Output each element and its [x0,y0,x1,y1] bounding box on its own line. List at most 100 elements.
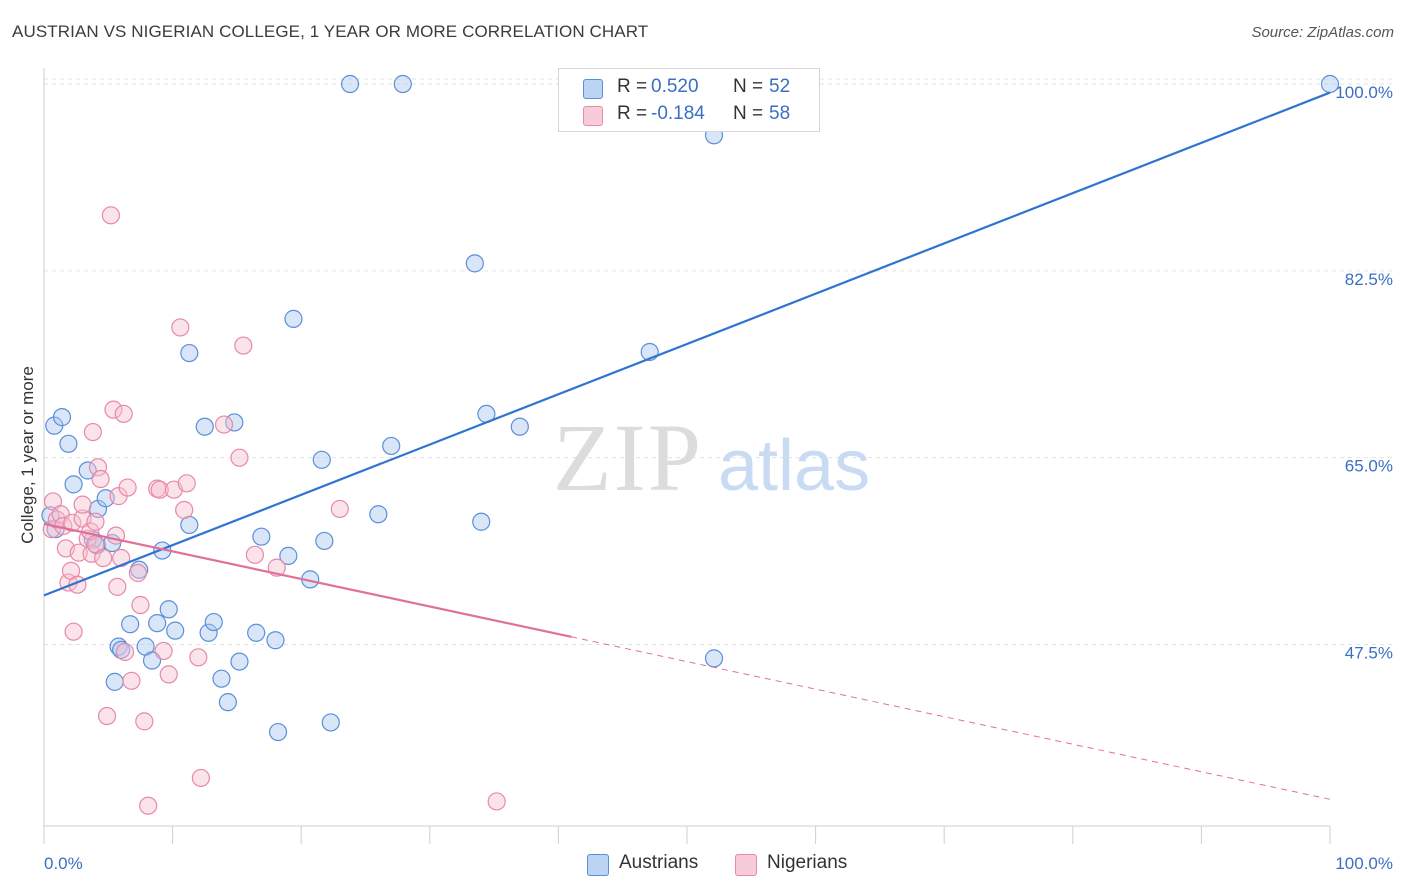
austrians-point [180,343,199,363]
legend-r-label: R = [617,76,648,97]
bottom-legend-swatch-pink [735,854,757,876]
y-axis-label: College, 1 year or more [18,366,37,544]
austrians-point [321,713,340,732]
nigerians-point [191,768,210,788]
legend-swatch-pink [583,106,603,126]
nigerians-point [115,642,135,662]
austrians-point [204,612,223,632]
tick-labels: 47.5% 65.0% 82.5% 100.0% 0.0% 100.0% [44,83,1393,873]
austrians-point [218,693,237,712]
nigerians-point [171,318,190,337]
nigerians-point [83,422,102,442]
trend-lines [43,91,1331,800]
austrians-point [279,546,298,565]
nigerians-point [112,548,131,568]
austrians-point [166,621,185,640]
nigerians-point [487,792,506,811]
bottom-legend-label: Austrians [619,852,699,873]
nigerians-point [154,641,173,661]
x-tick-label: 0.0% [44,854,83,873]
austrians-point [252,527,271,546]
nigerians-point [189,648,208,667]
grid [44,78,1395,646]
austrians-point [121,615,140,634]
watermark-atlas: atlas [718,426,870,506]
nigerians-point [86,512,105,531]
nigerians-trend-extension [571,636,1331,800]
austrians-point [704,649,724,668]
austrians-point [268,722,288,742]
bottom-legend-swatch-blue [587,854,609,876]
nigerians-point [128,563,147,583]
austrians-point [212,669,231,688]
nigerians-point [150,480,169,499]
nigerians-point [234,336,253,355]
legend-r-label: R = [617,103,648,124]
austrians-point [266,631,285,650]
nigerians-point [64,622,83,641]
austrians-point [159,600,178,619]
legend-r-value: 0.520 [651,76,699,97]
correlation-legend: R = 0.520 N = 52 R = -0.184 N = 58 [558,68,820,132]
nigerians-point [177,474,196,493]
watermark-zip: ZIP [553,404,703,511]
nigerians-point [159,665,178,684]
austrians-point [472,512,491,531]
austrians-point [247,623,266,642]
legend-n-label: N = [733,76,764,97]
legend-r-value: -0.184 [651,103,705,124]
austrians-point [199,623,218,642]
nigerians-point [118,478,137,497]
austrians-point [230,652,249,671]
austrians-point [105,672,124,691]
austrians-point [312,450,331,469]
nigerians-point [114,404,133,424]
nigerians-point [131,595,150,615]
nigerians-point [135,712,154,731]
watermark: ZIP atlas [553,404,870,511]
y-tick-label: 65.0% [1345,457,1393,476]
nigerians-point [69,543,88,562]
austrians-point [59,434,78,453]
y-tick-label: 47.5% [1345,644,1393,663]
legend-n-label: N = [733,103,764,124]
nigerians-point [330,499,349,519]
austrians-point [284,309,303,328]
nigerians-point [139,796,158,815]
y-tick-label: 82.5% [1345,270,1393,289]
austrians-point [148,614,167,633]
austrians-point [315,531,334,551]
austrians-trend-line [43,91,1331,597]
austrians-point [340,74,360,94]
bottom-legend-label: Nigerians [767,852,848,873]
nigerians-point [122,671,141,690]
austrians-point [52,408,72,427]
austrians-point [1320,74,1340,94]
nigerians-point [214,415,234,434]
austrians-point [64,475,83,494]
nigerians-point [88,458,108,477]
austrians-point [393,74,412,94]
nigerians-point [82,544,101,563]
nigerians-point [73,495,92,514]
legend-swatch-blue [583,79,603,99]
austrians-point [510,417,529,436]
nigerians-point [104,400,123,419]
nigerians-point [97,706,117,726]
austrians-point [382,436,401,456]
legend-n-value: 52 [769,76,791,97]
chart-title: AUSTRIAN VS NIGERIAN COLLEGE, 1 YEAR OR … [12,22,649,41]
data-points [41,74,1340,815]
austrians-point [195,417,214,436]
nigerians-trend-line [43,522,572,638]
nigerians-point [108,577,127,596]
nigerians-point [94,548,113,568]
austrians-point [465,254,484,273]
x-tick-label: 100.0% [1335,854,1393,873]
nigerians-point [63,513,82,532]
legend-n-value: 58 [769,103,791,124]
nigerians-point [101,206,120,225]
nigerians-point [91,469,110,489]
source-label: Source: ZipAtlas.com [1251,24,1394,41]
